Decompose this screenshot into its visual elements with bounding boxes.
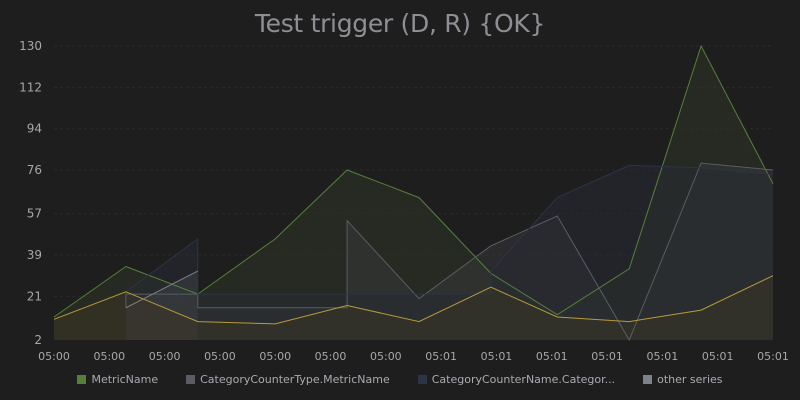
- legend-item[interactable]: MetricName: [77, 373, 158, 386]
- series-line-2: [125, 164, 774, 295]
- legend-swatch: [77, 375, 87, 384]
- legend-swatch: [417, 375, 427, 384]
- y-tick-label: 21: [27, 289, 42, 303]
- legend-label: CategoryCounterName.Categor...: [431, 373, 616, 386]
- legend-swatch: [186, 375, 196, 384]
- x-tick-label: 05:00: [370, 350, 402, 363]
- series-area-2: [125, 165, 773, 340]
- y-tick-label: 130: [19, 39, 42, 53]
- series-lines: [53, 44, 774, 342]
- chart-legend: MetricName CategoryCounterType.MetricName…: [0, 373, 800, 386]
- legend-label: other series: [657, 373, 723, 386]
- chart-title: Test trigger (D, R) {OK}: [254, 9, 546, 38]
- y-axis-ticks: 2 21 39 57 76 94 112 130: [19, 39, 42, 347]
- legend-label: MetricName: [91, 373, 159, 386]
- series-line-1: [125, 162, 774, 342]
- x-tick-label: 05:00: [149, 350, 181, 363]
- legend-swatch: [643, 375, 653, 384]
- legend-item[interactable]: CategoryCounterName.Categor...: [417, 373, 616, 386]
- x-tick-label: 05:01: [481, 350, 513, 363]
- x-tick-label: 05:01: [702, 350, 734, 363]
- legend-item[interactable]: CategoryCounterType.MetricName: [186, 373, 390, 386]
- x-tick-label: 05:00: [315, 350, 347, 363]
- y-tick-label: 2: [34, 333, 42, 347]
- x-tick-label: 05:01: [757, 350, 789, 363]
- y-tick-label: 76: [27, 163, 42, 177]
- series-line-4: [53, 275, 774, 325]
- series-line-0: [53, 44, 774, 318]
- y-tick-label: 57: [27, 207, 42, 221]
- x-tick-label: 05:01: [425, 350, 457, 363]
- y-tick-label: 112: [19, 80, 42, 94]
- x-tick-label: 05:00: [93, 350, 125, 363]
- y-tick-label: 94: [27, 122, 42, 136]
- x-tick-label: 05:00: [204, 350, 236, 363]
- series-area-4: [54, 275, 773, 340]
- x-axis-ticks: 05:00 05:00 05:00 05:00 05:00 05:00 05:00 05:01…: [38, 350, 789, 363]
- legend-item[interactable]: other series: [643, 373, 723, 386]
- x-tick-label: 05:00: [38, 350, 70, 363]
- series-line-3: [125, 270, 199, 309]
- x-tick-label: 05:01: [647, 350, 679, 363]
- x-tick-label: 05:01: [536, 350, 568, 363]
- y-tick-label: 39: [27, 248, 42, 262]
- x-tick-label: 05:01: [591, 350, 623, 363]
- series-areas: [54, 46, 773, 340]
- x-tick-label: 05:00: [259, 350, 291, 363]
- legend-label: CategoryCounterType.MetricName: [200, 373, 390, 386]
